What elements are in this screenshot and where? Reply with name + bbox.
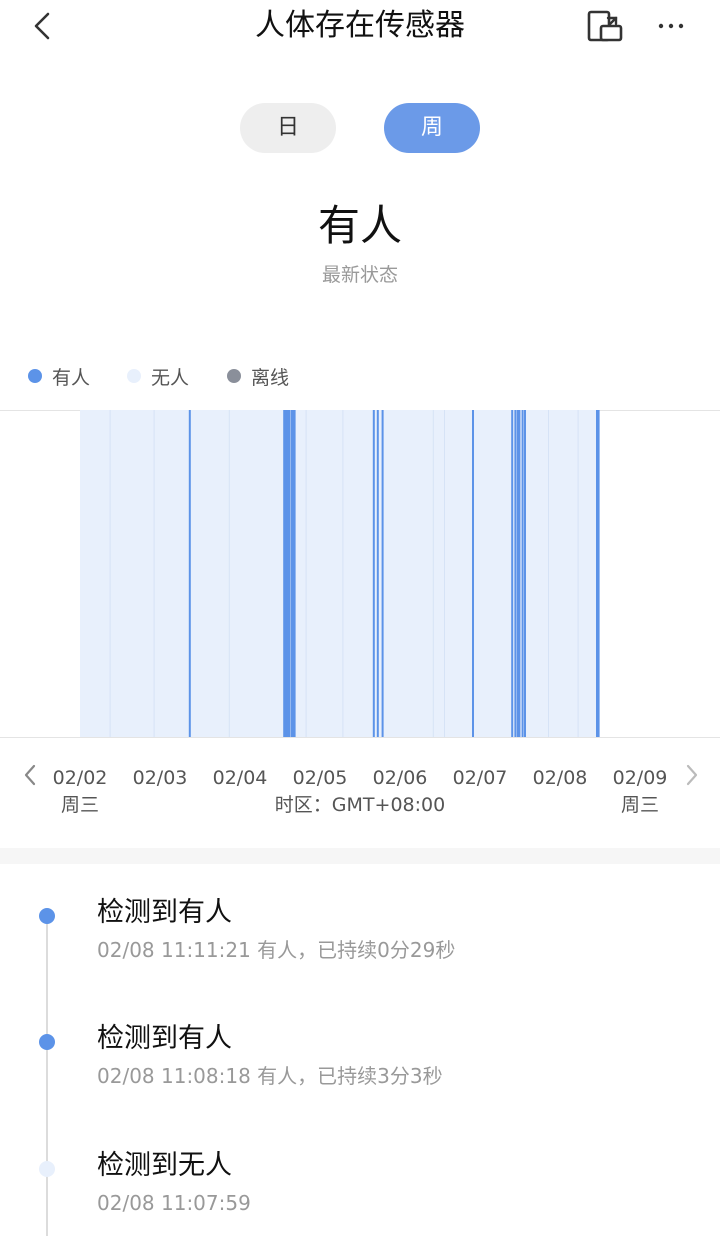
present-event-bar	[516, 410, 519, 738]
absent-segment-boundary	[342, 410, 344, 738]
present-event-bar	[292, 410, 294, 738]
present-event-bar	[514, 410, 517, 738]
more-horizontal-icon	[658, 23, 684, 29]
share-button[interactable]	[586, 8, 624, 44]
event-dot	[39, 1161, 55, 1177]
event-detail: 02/08 11:07:59	[97, 1191, 251, 1215]
next-week-button[interactable]	[680, 760, 704, 790]
present-event-bar	[381, 410, 384, 738]
absent-segment-boundary	[432, 410, 434, 738]
prev-week-button[interactable]	[18, 760, 42, 790]
present-event-bar	[286, 410, 289, 738]
end-weekday-label: 周三	[620, 794, 659, 816]
x-tick-label: 02/09	[612, 767, 668, 789]
top-app-bar: 人体存在传感器	[0, 0, 720, 52]
present-event-bar	[511, 410, 514, 738]
present-event-bar	[376, 410, 379, 738]
event-detail: 02/08 11:11:21 有人，已持续0分29秒	[97, 938, 456, 962]
absent-segment-boundary	[577, 410, 579, 738]
event-detail: 02/08 11:08:18 有人，已持续3分3秒	[97, 1064, 443, 1088]
present-event-bar	[283, 410, 286, 738]
legend-dot-present	[28, 369, 42, 383]
present-event-bar	[521, 410, 524, 738]
present-event-bar	[284, 410, 287, 738]
chevron-left-icon	[24, 764, 36, 786]
event-dot	[39, 1034, 55, 1050]
event-item[interactable]: 检测到无人 02/08 11:07:59	[0, 1143, 720, 1236]
legend-label-offline: 离线	[251, 366, 290, 389]
event-item[interactable]: 检测到有人 02/08 11:11:21 有人，已持续0分29秒	[0, 890, 720, 990]
presence-timeline-chart[interactable]	[0, 410, 720, 738]
x-tick-label: 02/02	[52, 767, 108, 789]
present-event-bar	[188, 410, 191, 738]
present-event-bar	[293, 410, 296, 738]
chart-baseline	[0, 737, 720, 738]
present-event-bar	[472, 410, 474, 738]
present-event-bar	[290, 410, 293, 738]
back-button[interactable]	[28, 6, 60, 46]
absent-segment-boundary	[548, 410, 549, 738]
x-tick-label: 02/08	[532, 767, 588, 789]
tab-day[interactable]: 日	[240, 103, 336, 153]
chevron-right-icon	[686, 764, 698, 786]
start-weekday-label: 周三	[60, 794, 99, 816]
legend-dot-offline	[227, 369, 241, 383]
present-event-bar	[597, 410, 600, 738]
x-tick-label: 02/07	[452, 767, 508, 789]
present-event-bar	[518, 410, 521, 738]
event-dot	[39, 908, 55, 924]
page-title: 人体存在传感器	[255, 8, 465, 43]
legend-label-absent: 无人	[151, 366, 190, 389]
present-event-bar	[372, 410, 375, 738]
current-status: 有人	[317, 201, 402, 250]
event-title: 检测到有人	[97, 897, 232, 928]
present-event-bar	[596, 410, 598, 738]
absent-segment-boundary	[305, 410, 307, 738]
event-title: 检测到有人	[97, 1023, 232, 1054]
timeline-track	[46, 908, 48, 1236]
legend-label-present: 有人	[52, 366, 91, 389]
status-caption: 最新状态	[321, 264, 398, 286]
more-button[interactable]	[654, 8, 688, 44]
present-event-bar	[524, 410, 526, 738]
tab-week[interactable]: 周	[384, 103, 480, 153]
x-tick-label: 02/04	[212, 767, 268, 789]
absent-segment-boundary	[109, 410, 111, 738]
chevron-left-icon	[34, 12, 50, 40]
x-tick-label: 02/05	[292, 767, 348, 789]
x-tick-label: 02/06	[372, 767, 428, 789]
legend-item-offline: 离线	[227, 362, 289, 390]
absent-segment-boundary	[444, 410, 445, 738]
absent-segment-boundary	[228, 410, 230, 738]
absent-segment-boundary	[153, 410, 155, 738]
legend-dot-absent	[127, 369, 141, 383]
share-icon	[587, 10, 623, 42]
event-title: 检测到无人	[97, 1150, 232, 1181]
section-divider	[0, 848, 720, 864]
x-tick-label: 02/03	[132, 767, 188, 789]
timezone-label: 时区：GMT+08:00	[274, 794, 446, 816]
legend-item-present: 有人	[28, 362, 90, 390]
present-event-bar	[288, 410, 290, 738]
event-item[interactable]: 检测到有人 02/08 11:08:18 有人，已持续3分3秒	[0, 1016, 720, 1116]
legend-item-absent: 无人	[127, 362, 189, 390]
